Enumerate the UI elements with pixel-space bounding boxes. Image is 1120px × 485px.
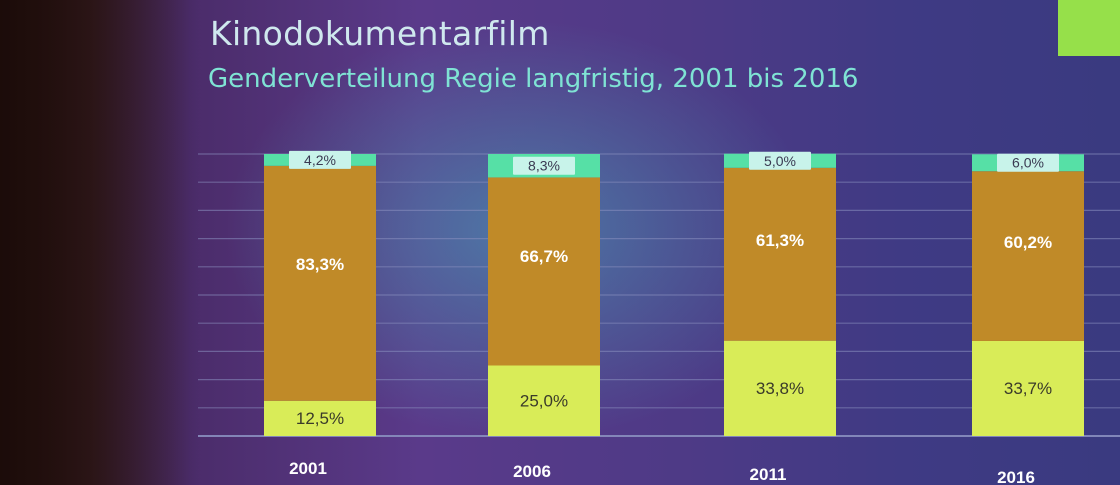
data-label-middle: 83,3% xyxy=(296,255,344,274)
chart-subtitle: Genderverteilung Regie langfristig, 2001… xyxy=(208,64,859,94)
data-label-middle: 66,7% xyxy=(520,247,568,266)
bar-segment-middle xyxy=(264,165,376,401)
corner-accent-box xyxy=(1058,0,1120,56)
data-label-bottom: 25,0% xyxy=(520,391,568,410)
category-label: 2006 xyxy=(513,462,551,481)
bar-segment-bottom xyxy=(724,340,836,436)
bar-segment-middle xyxy=(724,167,836,341)
data-label-bottom: 12,5% xyxy=(296,409,344,428)
data-label-top: 6,0% xyxy=(1012,155,1044,171)
top-label-box xyxy=(749,151,811,170)
top-label-box xyxy=(513,156,575,175)
data-label-bottom: 33,8% xyxy=(756,379,804,398)
data-label-top: 8,3% xyxy=(528,158,560,174)
category-label: 2011 xyxy=(750,465,787,484)
data-label-middle: 60,2% xyxy=(1004,233,1052,252)
category-label: 2001 xyxy=(289,459,327,478)
category-label: 2016 xyxy=(997,468,1035,485)
bar-segment-middle xyxy=(488,177,600,366)
data-label-top: 4,2% xyxy=(304,152,336,168)
bar-segment-middle xyxy=(972,171,1084,341)
chart-title: Kinodokumentarfilm xyxy=(210,14,550,53)
top-label-box xyxy=(997,153,1059,172)
data-label-middle: 61,3% xyxy=(756,231,804,250)
bar-segment-bottom xyxy=(488,365,600,436)
data-label-top: 5,0% xyxy=(764,153,796,169)
top-label-box xyxy=(289,150,351,169)
bar-segment-bottom xyxy=(264,400,376,436)
bar-segment-bottom xyxy=(972,340,1084,436)
projection-shadow xyxy=(0,0,200,485)
data-label-bottom: 33,7% xyxy=(1004,379,1052,398)
